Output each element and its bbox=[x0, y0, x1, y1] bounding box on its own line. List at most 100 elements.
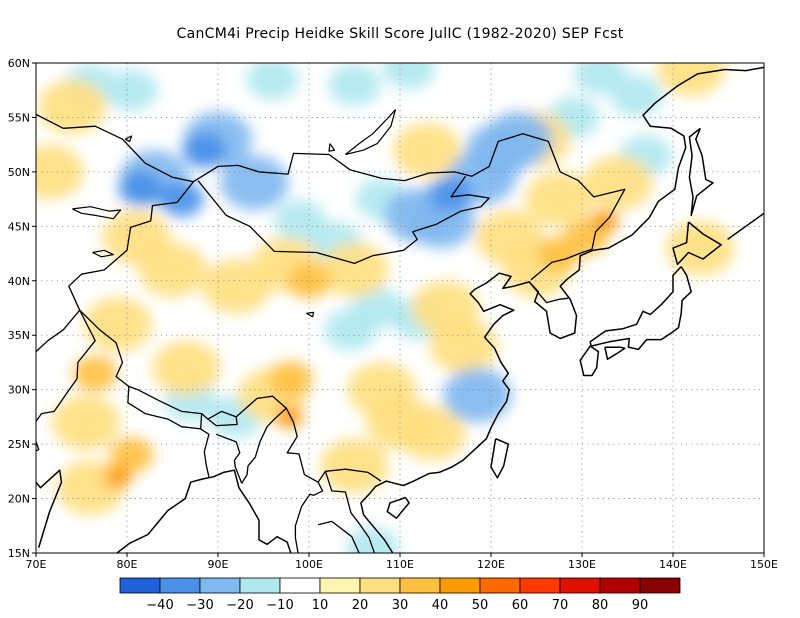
colorbar-swatch bbox=[119, 577, 161, 594]
colorbar-swatch bbox=[159, 577, 201, 594]
field-blob bbox=[346, 526, 399, 553]
lat-tick-label: 45N bbox=[8, 220, 30, 233]
country-border bbox=[36, 309, 96, 452]
field-blob bbox=[36, 144, 84, 200]
colorbar-label: 10 bbox=[312, 598, 329, 613]
country-border bbox=[207, 416, 238, 427]
colorbar-swatch bbox=[639, 577, 681, 594]
country-border bbox=[294, 481, 324, 553]
colorbar-swatch bbox=[399, 577, 441, 594]
coastline bbox=[490, 438, 510, 479]
lon-tick-label: 140E bbox=[659, 558, 687, 571]
field-blob bbox=[590, 209, 619, 233]
axis-ticks: 70E 80E 90E 100E 110E 120E 130E 140E 150E 15N 20N 2… bbox=[8, 57, 778, 571]
colorbar-label: −20 bbox=[226, 598, 253, 613]
lat-tick-label: 30N bbox=[8, 384, 30, 397]
field-blob bbox=[287, 263, 331, 299]
lake-outline bbox=[345, 109, 396, 156]
colorbar-label: −10 bbox=[266, 598, 293, 613]
lon-tick-label: 100E bbox=[295, 558, 323, 571]
field-blob bbox=[52, 395, 121, 450]
field-blob bbox=[657, 63, 726, 96]
field-blob bbox=[182, 132, 227, 168]
colorbar: −40 −30 −20 −10 10 20 30 40 50 60 70 80 90 bbox=[119, 577, 681, 613]
field-blob bbox=[320, 438, 389, 494]
lat-tick-label: 35N bbox=[8, 329, 30, 342]
country-border bbox=[215, 433, 243, 484]
lon-tick-label: 90E bbox=[208, 558, 229, 571]
lat-tick-label: 15N bbox=[8, 547, 30, 560]
colorbar-swatch bbox=[439, 577, 481, 594]
lat-tick-label: 20N bbox=[8, 493, 30, 506]
field-blob bbox=[109, 437, 154, 473]
field-blob bbox=[393, 122, 462, 178]
country-border bbox=[197, 175, 490, 265]
field-blob bbox=[102, 210, 171, 265]
field-blob bbox=[475, 210, 544, 265]
coastlines-and-borders bbox=[36, 66, 764, 553]
field-blob bbox=[323, 308, 376, 351]
field-blob bbox=[103, 465, 132, 488]
lake-outline bbox=[306, 311, 315, 318]
field-blob bbox=[159, 181, 204, 217]
coastline bbox=[579, 345, 600, 377]
field-blob bbox=[202, 259, 271, 314]
colorbar-swatch bbox=[559, 577, 601, 594]
colorbar-swatch bbox=[319, 577, 361, 594]
coastline bbox=[604, 346, 626, 360]
field-blob bbox=[584, 155, 653, 210]
lat-tick-label: 25N bbox=[8, 438, 30, 451]
field-blob bbox=[105, 69, 158, 112]
skill-score-field bbox=[36, 63, 735, 553]
field-blob bbox=[274, 405, 303, 429]
colorbar-swatch bbox=[359, 577, 401, 594]
country-border bbox=[241, 407, 287, 484]
coastline bbox=[727, 212, 764, 241]
field-blob bbox=[574, 63, 627, 95]
lon-tick-label: 70E bbox=[26, 558, 47, 571]
lake-outline bbox=[328, 143, 336, 152]
lake-outline bbox=[72, 206, 122, 220]
colorbar-label: 20 bbox=[352, 598, 369, 613]
colorbar-label: −40 bbox=[146, 598, 173, 613]
lon-tick-label: 130E bbox=[568, 558, 596, 571]
chart-title: CanCM4i Precip Heidke Skill Score JulIC … bbox=[176, 26, 624, 42]
colorbar-label: 70 bbox=[552, 598, 569, 613]
coastline bbox=[589, 266, 692, 351]
colorbar-swatch bbox=[199, 577, 241, 594]
field-blob bbox=[428, 176, 473, 212]
colorbar-swatch bbox=[279, 577, 321, 594]
country-border bbox=[36, 309, 81, 356]
field-blob bbox=[484, 112, 553, 167]
field-blob bbox=[537, 235, 582, 272]
country-border bbox=[317, 520, 360, 553]
colorbar-swatch bbox=[599, 577, 641, 594]
lat-tick-label: 60N bbox=[8, 57, 30, 70]
lat-tick-label: 50N bbox=[8, 166, 30, 179]
country-border bbox=[324, 471, 376, 553]
colorbar-label: 80 bbox=[592, 598, 609, 613]
lake-outline bbox=[92, 249, 114, 258]
field-blob bbox=[443, 367, 512, 423]
lon-tick-label: 150E bbox=[750, 558, 778, 571]
field-blob bbox=[38, 79, 107, 134]
coastline bbox=[360, 66, 764, 553]
country-border bbox=[68, 181, 194, 311]
field-blob bbox=[383, 63, 436, 90]
lat-tick-label: 40N bbox=[8, 275, 30, 288]
country-border bbox=[200, 428, 210, 477]
field-blob bbox=[246, 63, 299, 101]
coastline bbox=[672, 221, 722, 266]
field-blob bbox=[73, 355, 118, 391]
field-blob bbox=[118, 170, 163, 206]
field-blob bbox=[397, 406, 466, 461]
lon-tick-label: 110E bbox=[386, 558, 414, 571]
coastline bbox=[36, 469, 63, 548]
coastline bbox=[386, 496, 410, 519]
coastline bbox=[116, 469, 292, 553]
field-blob bbox=[83, 297, 152, 352]
field-blob bbox=[273, 200, 326, 242]
field-blob bbox=[411, 280, 480, 336]
lon-tick-label: 120E bbox=[477, 558, 505, 571]
